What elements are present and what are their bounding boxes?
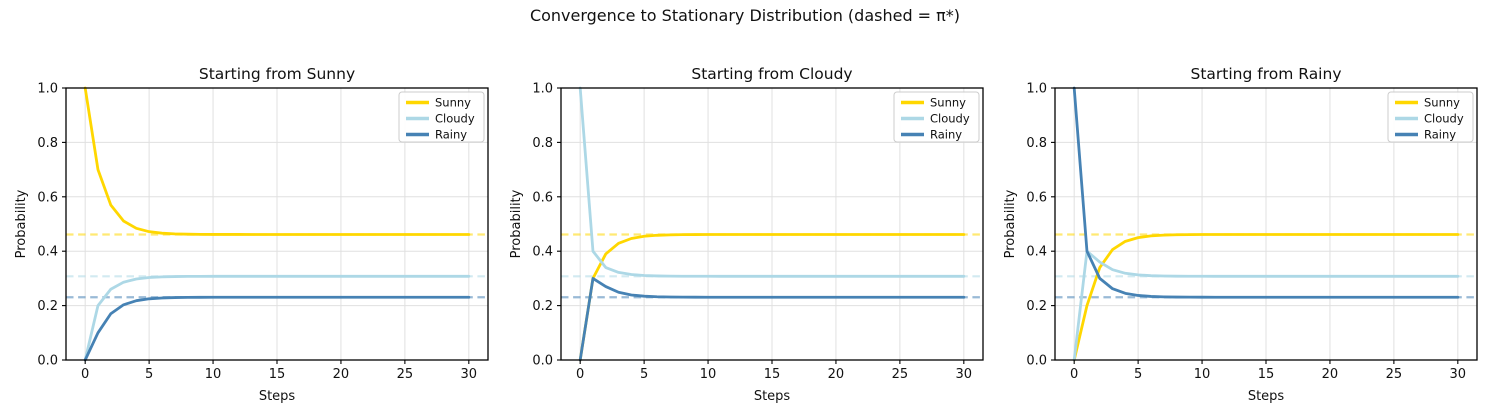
y-tick-label: 1.0 <box>37 82 58 97</box>
y-tick-label: 1.0 <box>1026 82 1047 97</box>
series-line-cloudy <box>578 86 966 278</box>
x-tick-label: 5 <box>1134 367 1142 382</box>
x-tick-label: 10 <box>1194 367 1211 382</box>
x-tick-label: 30 <box>1450 367 1467 382</box>
x-tick-label: 15 <box>764 367 781 382</box>
y-tick-label: 0.4 <box>37 245 58 260</box>
y-tick-label: 0.6 <box>37 190 58 205</box>
series-line-rainy <box>578 277 966 362</box>
legend-label-rainy: Rainy <box>930 128 962 142</box>
y-tick-label: 0.0 <box>1026 354 1047 369</box>
y-tick-label: 0.2 <box>1026 299 1047 314</box>
subplot-0: 0 5 10 15 20 25 30 0.0 0.2 0.4 0.6 0.8 1.0 Starting f… <box>14 65 489 404</box>
x-tick-label: 10 <box>700 367 717 382</box>
x-tick-label: 25 <box>1386 367 1403 382</box>
x-tick-label: 10 <box>205 367 222 382</box>
y-axis-label: Probability <box>1003 189 1018 258</box>
legend-box <box>893 91 980 143</box>
legend-label-rainy: Rainy <box>1424 128 1456 142</box>
x-tick-label: 5 <box>640 367 648 382</box>
x-tick-label: 0 <box>1070 367 1078 382</box>
legend: Sunny Cloudy Rainy <box>893 91 980 143</box>
legend: Sunny Cloudy Rainy <box>398 91 485 143</box>
subplot-title: Starting from Sunny <box>199 65 355 83</box>
y-tick-label: 0.4 <box>532 245 553 260</box>
subplot-title: Starting from Rainy <box>1191 65 1342 83</box>
x-tick-label: 20 <box>1322 367 1339 382</box>
legend-label-cloudy: Cloudy <box>930 112 970 126</box>
y-tick-label: 0.8 <box>37 136 58 151</box>
legend-label-cloudy: Cloudy <box>1424 112 1464 126</box>
y-axis-label: Probability <box>14 189 29 258</box>
subplot-1: 0 5 10 15 20 25 30 0.0 0.2 0.4 0.6 0.8 1.0 Starting f… <box>509 65 984 404</box>
y-tick-label: 0.6 <box>1026 190 1047 205</box>
figure-title: Convergence to Stationary Distribution (… <box>529 6 961 25</box>
legend-label-sunny: Sunny <box>930 96 966 110</box>
x-axis-label: Steps <box>754 389 791 404</box>
x-tick-label: 20 <box>828 367 845 382</box>
x-axis-label: Steps <box>259 389 296 404</box>
legend-label-sunny: Sunny <box>435 96 471 110</box>
x-tick-label: 30 <box>461 367 478 382</box>
y-tick-label: 0.2 <box>37 299 58 314</box>
series-line-sunny <box>1072 233 1460 362</box>
x-tick-label: 5 <box>145 367 153 382</box>
x-tick-label: 30 <box>956 367 973 382</box>
legend-label-sunny: Sunny <box>1424 96 1460 110</box>
x-tick-label: 20 <box>333 367 350 382</box>
x-tick-label: 15 <box>1258 367 1275 382</box>
x-tick-label: 25 <box>397 367 414 382</box>
y-tick-label: 0.8 <box>532 136 553 151</box>
y-tick-label: 0.8 <box>1026 136 1047 151</box>
x-tick-label: 15 <box>269 367 286 382</box>
series-line-cloudy <box>83 274 471 362</box>
legend: Sunny Cloudy Rainy <box>1387 91 1474 143</box>
y-axis-label: Probability <box>509 189 524 258</box>
y-tick-label: 1.0 <box>532 82 553 97</box>
y-tick-label: 0.6 <box>532 190 553 205</box>
legend-box <box>1387 91 1474 143</box>
y-tick-label: 0.0 <box>532 354 553 369</box>
legend-box <box>398 91 485 143</box>
x-tick-label: 25 <box>892 367 909 382</box>
y-tick-label: 0.4 <box>1026 245 1047 260</box>
y-tick-label: 0.2 <box>532 299 553 314</box>
subplot-2: 0 5 10 15 20 25 30 0.0 0.2 0.4 0.6 0.8 1.0 Starting f… <box>1003 65 1478 404</box>
subplot-title: Starting from Cloudy <box>691 65 852 83</box>
x-tick-label: 0 <box>81 367 89 382</box>
legend-label-rainy: Rainy <box>435 128 467 142</box>
x-tick-label: 0 <box>576 367 584 382</box>
series-line-sunny <box>578 233 966 362</box>
series-line-cloudy <box>1072 249 1460 362</box>
legend-label-cloudy: Cloudy <box>435 112 475 126</box>
series-line-sunny <box>83 86 471 236</box>
series-line-rainy <box>83 295 471 362</box>
y-tick-label: 0.0 <box>37 354 58 369</box>
series-line-rainy <box>1072 86 1460 299</box>
x-axis-label: Steps <box>1248 389 1285 404</box>
